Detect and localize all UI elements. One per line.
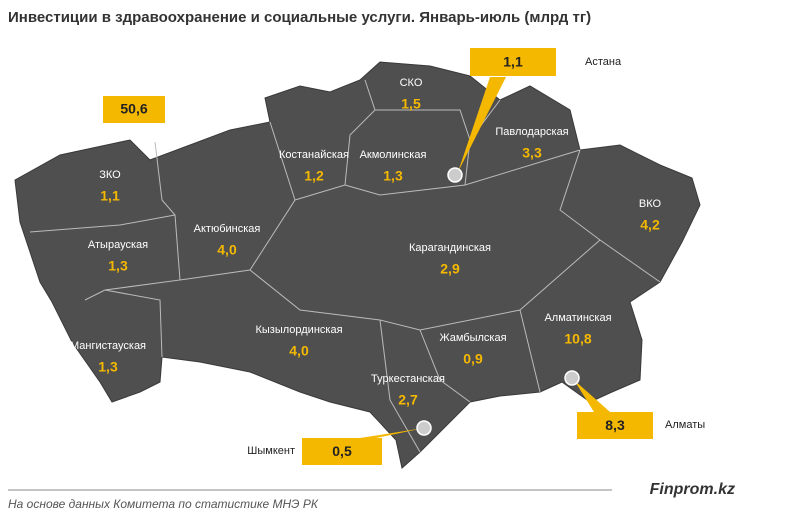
region-name: Карагандинская: [409, 242, 491, 254]
callout-pointer: [360, 428, 424, 438]
city-box: [302, 438, 382, 465]
city-value: 0,5: [332, 443, 352, 459]
region-name: ЗКО: [99, 169, 121, 181]
region-name: Атырауская: [88, 239, 148, 251]
total-value: 50,6: [120, 101, 147, 117]
region-value: 10,8: [564, 331, 591, 347]
region-name: Акмолинская: [360, 149, 427, 161]
region-value: 1,5: [401, 96, 421, 112]
city-point: [416, 420, 432, 436]
region-value: 3,3: [522, 145, 542, 161]
region-name: Алматинская: [544, 312, 611, 324]
region-value: 2,7: [398, 392, 418, 408]
region-borders: [29, 79, 661, 453]
city-value: 1,1: [503, 54, 523, 70]
city-value: 8,3: [605, 417, 625, 433]
region-name: Кызылординская: [255, 324, 342, 336]
region-value: 4,2: [640, 217, 660, 233]
region-name: Костанайская: [279, 149, 349, 161]
map-outline: [14, 61, 701, 469]
region-name: Туркестанская: [371, 373, 445, 385]
region-value: 0,9: [463, 351, 483, 367]
total-box: [103, 96, 165, 123]
title: Инвестиции в здравоохранение и социальны…: [8, 9, 591, 26]
callout-pointer: [574, 380, 610, 412]
region-value: 1,1: [100, 188, 120, 204]
city-name: Шымкент: [247, 445, 295, 457]
region-value: 4,0: [289, 343, 309, 359]
city-name: Астана: [585, 56, 622, 68]
region-value: 2,9: [440, 261, 460, 277]
callout-pointer: [458, 77, 506, 172]
region-name: Мангистауская: [70, 340, 146, 352]
region-value: 1,3: [98, 359, 118, 375]
region-value: 1,2: [304, 168, 324, 184]
city-box: [470, 48, 556, 76]
city-point: [447, 167, 463, 183]
region-value: 4,0: [217, 242, 237, 258]
source: Finprom.kz: [650, 481, 735, 498]
region-name: Актюбинская: [194, 223, 261, 235]
region-value: 1,3: [108, 258, 128, 274]
region-name: ВКО: [639, 198, 662, 210]
city-box: [577, 412, 653, 439]
region-value: 1,3: [383, 168, 403, 184]
region-name: Жамбылская: [439, 332, 506, 344]
footer-note: На основе данных Комитета по статистике …: [8, 497, 319, 511]
region-name: Павлодарская: [495, 126, 568, 138]
city-point: [564, 370, 580, 386]
city-name: Алматы: [665, 419, 705, 431]
region-name: СКО: [400, 77, 423, 89]
